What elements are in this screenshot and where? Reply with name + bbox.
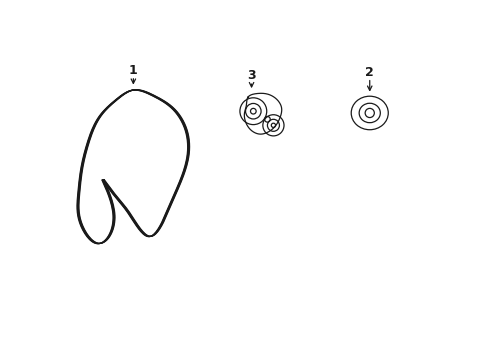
Text: 2: 2	[365, 66, 373, 79]
Text: 1: 1	[129, 64, 138, 77]
Text: 3: 3	[247, 69, 255, 82]
